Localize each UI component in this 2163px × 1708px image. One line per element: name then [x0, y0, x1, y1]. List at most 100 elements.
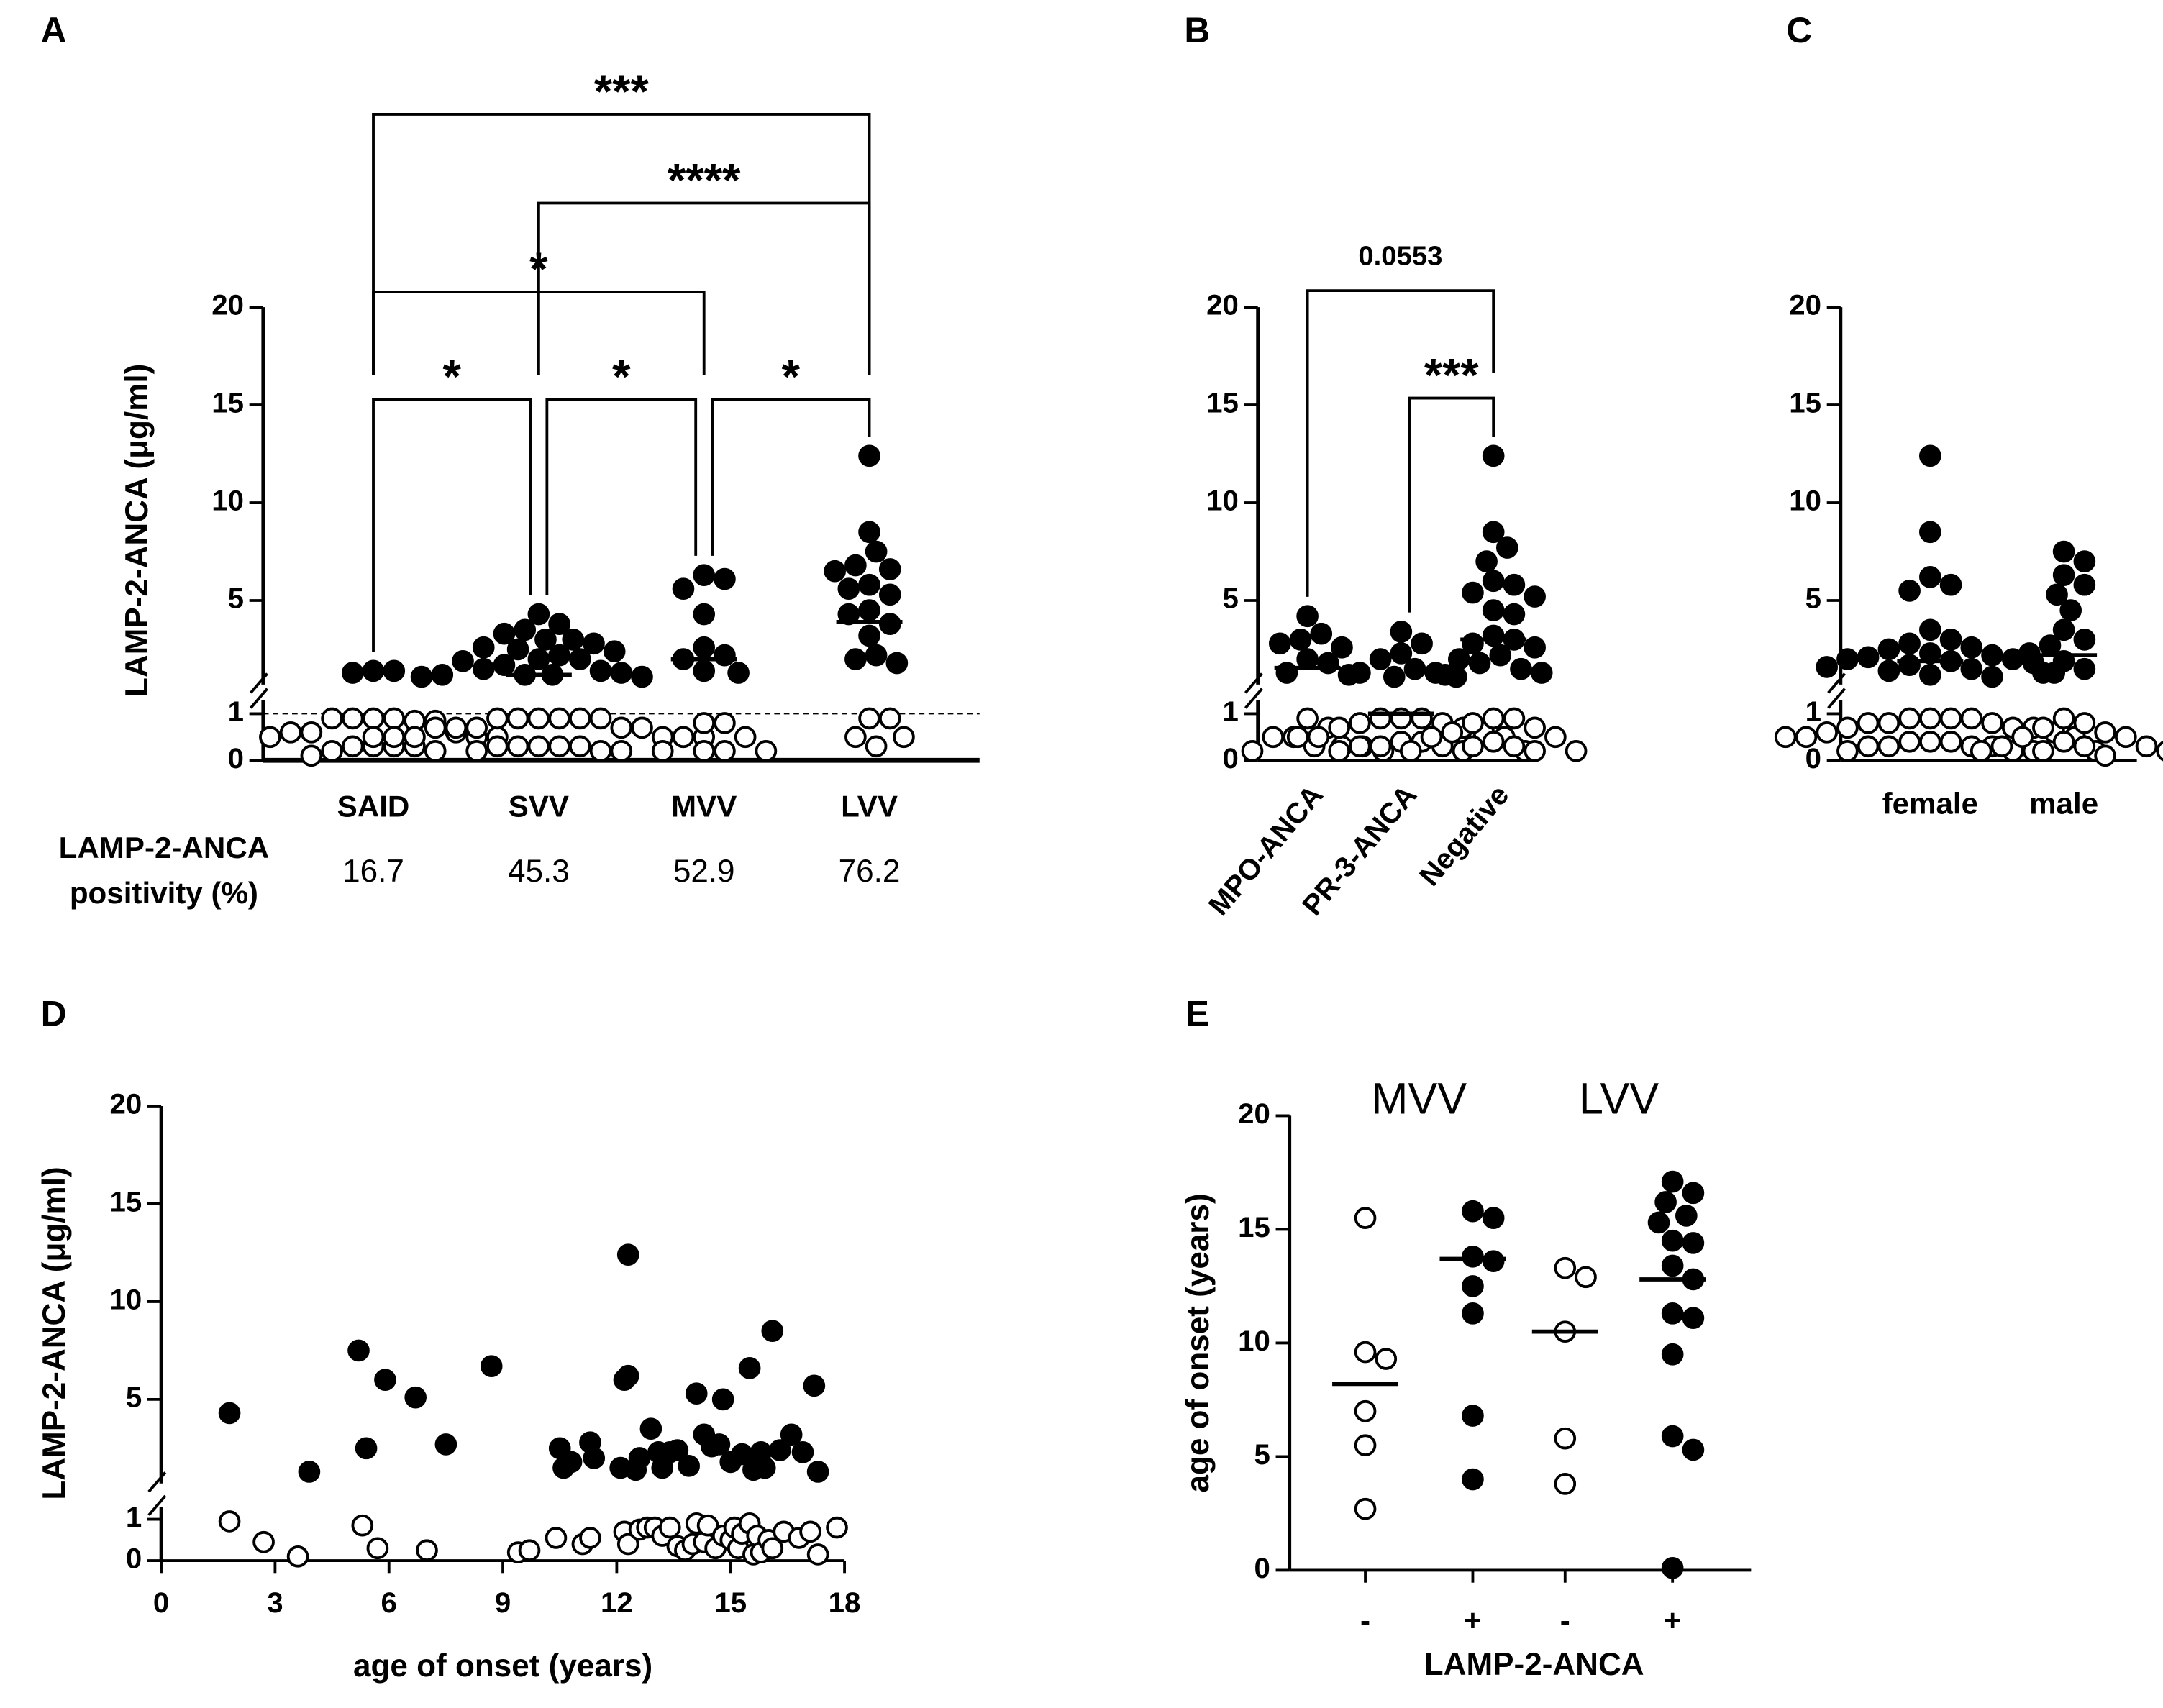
point — [362, 707, 385, 730]
point — [527, 735, 550, 758]
point — [1565, 739, 1588, 762]
point — [858, 624, 880, 647]
point — [527, 707, 550, 730]
positivity-value: 16.7 — [342, 854, 404, 889]
point — [589, 659, 612, 682]
point — [545, 1527, 568, 1549]
point — [878, 558, 901, 580]
point — [527, 603, 550, 626]
point — [799, 1520, 821, 1543]
point — [837, 577, 860, 600]
point — [1816, 656, 1839, 678]
point — [693, 739, 716, 762]
point — [493, 654, 516, 677]
significance-bracket — [1408, 396, 1495, 613]
x-tick-label: female — [1882, 787, 1978, 821]
point — [727, 662, 750, 684]
point — [527, 648, 550, 670]
y-tick-label: 15 — [1789, 387, 1821, 419]
point — [548, 707, 570, 730]
point — [1262, 726, 1285, 749]
point — [383, 726, 406, 749]
point — [560, 1451, 583, 1474]
point — [711, 1388, 734, 1411]
point — [1919, 707, 1941, 730]
point — [1682, 1438, 1705, 1461]
point — [1503, 735, 1526, 758]
point — [548, 644, 570, 667]
point — [1310, 622, 1333, 645]
x-tick-label: SAID — [337, 789, 410, 823]
point — [2052, 564, 2075, 586]
point — [672, 577, 695, 600]
point — [685, 1382, 708, 1405]
point — [416, 1539, 438, 1562]
point — [506, 707, 529, 730]
significance-bracket — [545, 398, 698, 595]
point — [1919, 663, 1941, 686]
point — [1482, 1250, 1505, 1272]
point — [300, 744, 323, 767]
significance-bracket — [372, 113, 871, 375]
point — [1877, 659, 1900, 682]
y-tick-label: 20 — [1238, 1097, 1270, 1130]
point — [885, 652, 909, 675]
point — [1390, 621, 1413, 643]
significance-label: *** — [1424, 349, 1480, 401]
point — [279, 721, 302, 744]
significance-label: 0.0553 — [1358, 240, 1442, 271]
axis-break — [1827, 688, 1846, 709]
point — [651, 739, 674, 762]
point — [1661, 1343, 1684, 1366]
significance-label: * — [612, 350, 631, 403]
point — [1482, 521, 1505, 544]
panel-letter: E — [1185, 994, 1209, 1034]
point — [1489, 644, 1512, 667]
point — [666, 1439, 689, 1461]
point — [1462, 1200, 1484, 1223]
point — [1462, 712, 1484, 734]
point — [2052, 707, 2075, 730]
point — [2052, 540, 2075, 563]
x-axis-label: LAMP-2-ANCA — [1424, 1647, 1644, 1682]
point — [300, 721, 323, 744]
y-tick-label: 5 — [1222, 583, 1238, 615]
point — [1898, 707, 1921, 730]
point — [610, 662, 633, 684]
point — [878, 583, 901, 606]
point — [1354, 1497, 1377, 1520]
point — [518, 1539, 541, 1562]
point — [714, 739, 736, 762]
x-tick-label: LVV — [841, 789, 898, 823]
significance-bracket — [711, 398, 871, 556]
point — [1462, 1468, 1484, 1491]
point — [616, 1364, 639, 1387]
point — [548, 735, 570, 758]
y-tick-label: 5 — [228, 583, 244, 615]
y-tick-label: 1 — [126, 1501, 142, 1533]
point — [410, 665, 433, 688]
point — [1919, 521, 1941, 544]
point — [2059, 599, 2082, 621]
point — [445, 716, 468, 739]
point — [1898, 731, 1921, 753]
point — [2135, 735, 2158, 758]
point — [858, 444, 880, 467]
point — [631, 665, 653, 688]
row-label: LAMP-2-ANCA — [59, 831, 270, 864]
point — [1503, 707, 1526, 730]
point — [452, 649, 474, 672]
significance-label: * — [443, 350, 462, 403]
point — [1960, 657, 1983, 680]
x-tick-label: 18 — [829, 1586, 861, 1619]
point — [714, 712, 736, 734]
point — [1661, 1170, 1684, 1193]
point — [1411, 707, 1433, 730]
y-tick-label: 20 — [211, 289, 244, 321]
point — [351, 1514, 374, 1537]
point — [1647, 1211, 1670, 1234]
y-tick-label: 0 — [1805, 742, 1821, 775]
point — [569, 707, 591, 730]
point — [844, 726, 867, 749]
